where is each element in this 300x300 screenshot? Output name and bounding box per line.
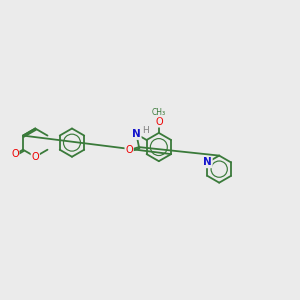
Text: N: N xyxy=(203,158,212,167)
Text: O: O xyxy=(155,117,163,127)
Text: O: O xyxy=(125,145,133,155)
Text: H: H xyxy=(142,126,148,135)
Text: O: O xyxy=(32,152,39,162)
Text: N: N xyxy=(132,129,141,139)
Text: CH₃: CH₃ xyxy=(152,108,166,117)
Text: O: O xyxy=(11,149,19,159)
